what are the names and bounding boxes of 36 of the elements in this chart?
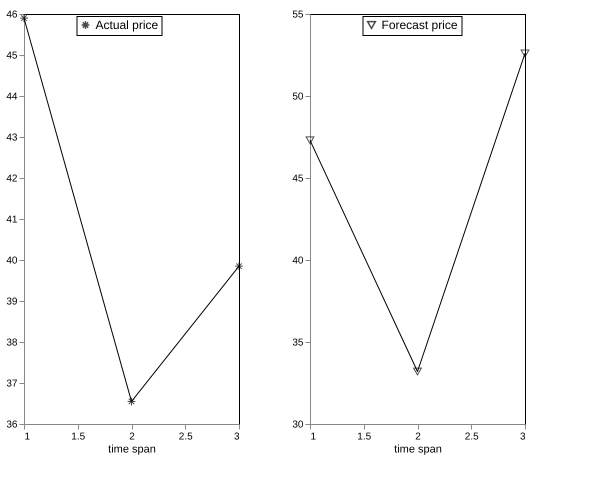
legend-label: Actual price xyxy=(96,18,159,32)
x-axis-title: time span xyxy=(108,444,156,456)
x-tick-label: 2 xyxy=(415,432,422,442)
x-tick-label: 1 xyxy=(24,432,30,442)
point xyxy=(413,368,422,376)
y-tick-label: 50 xyxy=(292,92,304,102)
point xyxy=(306,136,314,144)
y-tick-label: 42 xyxy=(6,174,18,184)
y-tick-label: 45 xyxy=(292,174,304,184)
x-tick-label: 1.5 xyxy=(357,432,372,442)
y-tick-label: 43 xyxy=(6,132,18,144)
y-tick-label: 37 xyxy=(6,378,18,390)
y-tick-label: 36 xyxy=(6,420,18,430)
y-tick-label: 55 xyxy=(292,10,304,20)
x-tick-label: 1 xyxy=(310,432,316,442)
x-axis-title: time span xyxy=(394,444,442,456)
legend-label: Forecast price xyxy=(382,18,458,32)
y-tick-label: 38 xyxy=(6,338,18,348)
y-tick-label: 41 xyxy=(6,214,18,226)
y-tick-label: 45 xyxy=(6,50,18,62)
y-tick-label: 35 xyxy=(292,338,304,348)
point xyxy=(234,262,244,271)
x-tick-label: 1.5 xyxy=(71,432,86,442)
y-tick-label: 40 xyxy=(6,256,18,266)
y-tick-label: 39 xyxy=(6,296,18,308)
y-tick-label: 46 xyxy=(6,10,18,20)
y-tick-label: 30 xyxy=(292,420,304,430)
y-tick-label: 40 xyxy=(292,256,304,266)
point xyxy=(520,50,530,58)
x-tick-label: 3 xyxy=(520,432,526,442)
point xyxy=(127,397,136,406)
x-tick-label: 2 xyxy=(129,432,136,442)
x-tick-label: 3 xyxy=(234,432,240,442)
y-tick-label: 44 xyxy=(6,92,18,102)
x-tick-label: 2.5 xyxy=(464,432,480,442)
x-tick-label: 2.5 xyxy=(178,432,194,442)
